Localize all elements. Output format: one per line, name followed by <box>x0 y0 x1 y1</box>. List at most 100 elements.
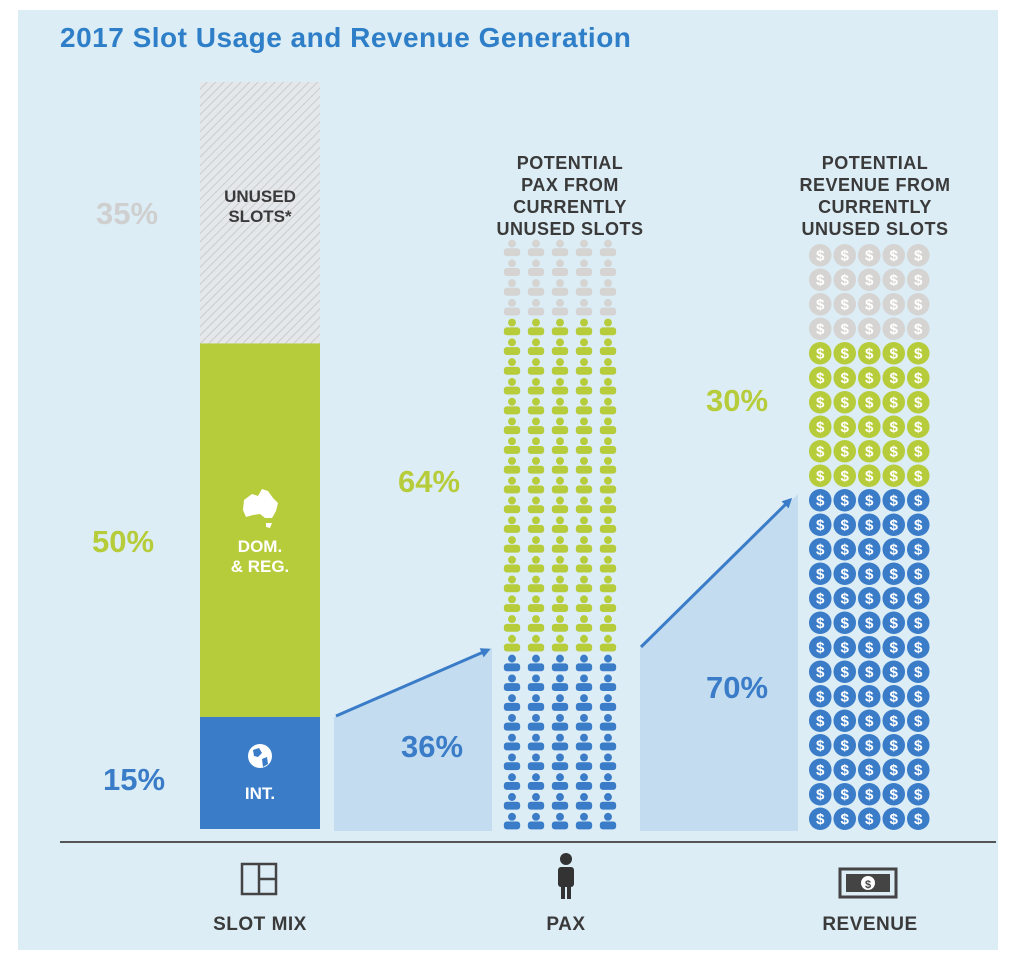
svg-text:$: $ <box>890 566 899 583</box>
dollar-coin-icon: $ <box>833 439 857 463</box>
svg-text:$: $ <box>914 762 923 779</box>
svg-text:$: $ <box>890 664 899 681</box>
bar-label-international: INT. <box>244 784 276 803</box>
svg-text:$: $ <box>914 591 923 608</box>
person-icon <box>551 555 569 573</box>
svg-text:$: $ <box>914 811 923 828</box>
svg-text:$: $ <box>865 787 874 804</box>
person-icon <box>599 318 617 336</box>
person-icon <box>575 812 593 830</box>
person-icon <box>575 476 593 494</box>
person-icon <box>599 279 617 296</box>
person-icon <box>527 259 545 276</box>
svg-text:$: $ <box>816 566 825 583</box>
bar-label-unused: UNUSED SLOTS* <box>224 187 296 226</box>
svg-text:$: $ <box>816 321 825 338</box>
person-icon <box>527 417 545 435</box>
svg-text:$: $ <box>890 346 899 363</box>
dollar-coin-icon: $ <box>857 611 881 635</box>
dollar-coin-icon: $ <box>833 782 857 806</box>
person-icon <box>551 298 569 316</box>
label-pax-domestic-pct: 64% <box>398 464 461 499</box>
dollar-coin-icon: $ <box>808 268 832 292</box>
person-icon <box>575 555 593 573</box>
person-icon <box>503 496 521 514</box>
svg-text:$: $ <box>841 493 850 510</box>
australia-icon <box>243 489 278 528</box>
dollar-coin-icon: $ <box>833 292 857 316</box>
svg-text:$: $ <box>914 321 923 338</box>
person-icon <box>575 595 593 612</box>
person-icon <box>599 417 617 435</box>
dollar-coin-icon: $ <box>833 268 857 292</box>
svg-text:$: $ <box>816 713 825 730</box>
person-icon <box>527 318 545 336</box>
svg-text:$: $ <box>841 640 850 657</box>
person-icon <box>503 259 521 276</box>
person-icon <box>527 476 545 494</box>
dollar-coin-icon: $ <box>808 488 832 512</box>
person-icon <box>575 694 593 711</box>
dollar-coin-icon: $ <box>808 415 832 439</box>
dollar-coin-icon: $ <box>906 268 930 292</box>
person-icon <box>503 812 521 830</box>
svg-text:$: $ <box>841 321 850 338</box>
dollar-coin-icon: $ <box>882 684 906 708</box>
person-icon <box>575 634 593 652</box>
dollar-coin-icon: $ <box>906 488 930 512</box>
svg-text:$: $ <box>890 517 899 534</box>
svg-text:$: $ <box>816 517 825 534</box>
dollar-coin-icon: $ <box>808 464 832 488</box>
person-icon <box>527 674 545 692</box>
dollar-coin-icon: $ <box>906 733 930 757</box>
dollar-coin-icon: $ <box>882 586 906 610</box>
person-icon <box>575 437 593 454</box>
person-icon <box>599 713 617 731</box>
person-icon <box>575 733 593 751</box>
dollar-coin-icon: $ <box>906 586 930 610</box>
svg-text:$: $ <box>816 738 825 755</box>
person-icon <box>503 674 521 692</box>
dollar-coin-icon: $ <box>882 660 906 684</box>
person-icon <box>599 457 617 474</box>
person-icon <box>599 338 617 356</box>
svg-text:$: $ <box>914 640 923 657</box>
svg-text:$: $ <box>841 591 850 608</box>
banknote-icon: $ <box>838 867 898 899</box>
dollar-coin-icon: $ <box>857 562 881 586</box>
person-icon <box>575 674 593 692</box>
dollar-coin-icon: $ <box>833 684 857 708</box>
dollar-coin-icon: $ <box>857 464 881 488</box>
svg-text:$: $ <box>816 346 825 363</box>
person-icon <box>503 338 521 356</box>
svg-text:$: $ <box>914 370 923 387</box>
revenue-arrow-area <box>640 494 798 831</box>
svg-text:$: $ <box>890 591 899 608</box>
person-icon <box>599 812 617 830</box>
dollar-coin-icon: $ <box>833 586 857 610</box>
svg-text:$: $ <box>816 272 825 289</box>
dollar-coin-icon: $ <box>882 635 906 659</box>
person-icon <box>551 496 569 514</box>
dollar-coin-icon: $ <box>808 709 832 733</box>
person-icon <box>575 239 593 257</box>
svg-text:$: $ <box>890 297 899 314</box>
person-icon <box>503 437 521 454</box>
dollar-coin-icon: $ <box>906 341 930 365</box>
svg-text:$: $ <box>914 615 923 632</box>
person-icon <box>503 694 521 711</box>
svg-text:$: $ <box>841 468 850 485</box>
svg-text:$: $ <box>865 640 874 657</box>
dollar-coin-icon: $ <box>906 439 930 463</box>
dollar-coin-icon: $ <box>808 684 832 708</box>
svg-text:$: $ <box>865 762 874 779</box>
dollar-coin-icon: $ <box>857 807 881 831</box>
dollar-coin-icon: $ <box>808 733 832 757</box>
person-icon <box>575 377 593 395</box>
svg-text:$: $ <box>865 566 874 583</box>
person-icon <box>599 239 617 257</box>
person-icon <box>503 377 521 395</box>
svg-text:$: $ <box>865 321 874 338</box>
person-icon <box>599 674 617 692</box>
bar-segment-international <box>200 716 320 829</box>
